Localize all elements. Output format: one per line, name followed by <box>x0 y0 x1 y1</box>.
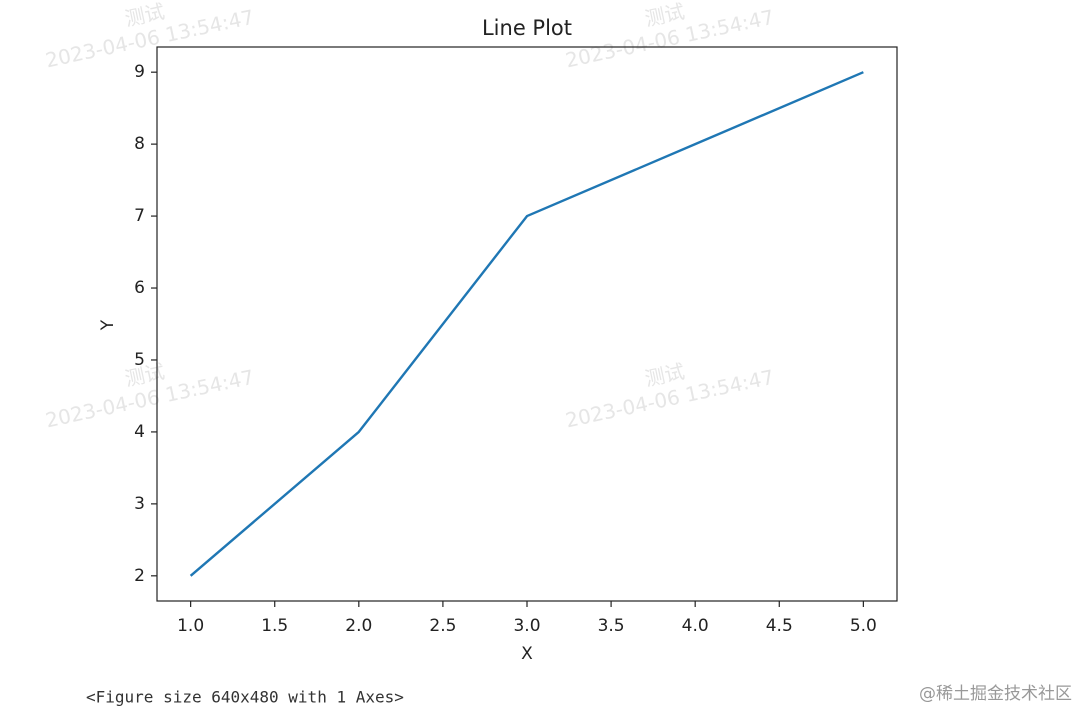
y-tick-label: 5 <box>134 350 145 370</box>
x-tick-label: 4.0 <box>682 616 709 636</box>
output-text: <Figure size 640x480 with 1 Axes> <box>86 688 404 707</box>
y-tick-label: 6 <box>134 278 145 298</box>
plot-frame <box>156 46 898 602</box>
x-tick-label: 1.0 <box>177 616 204 636</box>
x-tick-label: 4.5 <box>766 616 793 636</box>
y-tick-label: 2 <box>134 566 145 586</box>
x-tick-label: 5.0 <box>850 616 877 636</box>
x-tick-label: 3.5 <box>598 616 625 636</box>
y-tick-label: 7 <box>134 206 145 226</box>
x-tick-label: 1.5 <box>261 616 288 636</box>
x-tick-label: 2.5 <box>429 616 456 636</box>
y-tick-label: 8 <box>134 134 145 154</box>
x-tick-label: 2.0 <box>345 616 372 636</box>
x-axis-label: X <box>521 644 533 664</box>
chart-title: Line Plot <box>482 16 572 40</box>
y-axis-label: Y <box>98 319 118 331</box>
y-tick-label: 4 <box>134 422 145 442</box>
site-watermark: @稀土掘金技术社区 <box>919 684 1072 704</box>
y-tick-label: 9 <box>134 62 145 82</box>
y-tick-label: 3 <box>134 494 145 514</box>
line <box>189 71 864 577</box>
x-tick-label: 3.0 <box>513 616 540 636</box>
